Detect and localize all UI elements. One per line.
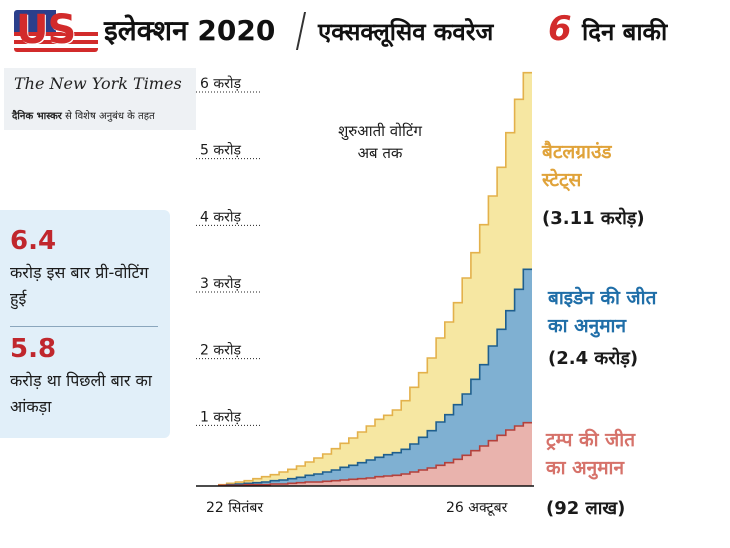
source-credit: The New York Times दैनिक भास्कर से विशेष… [4,68,196,130]
chart-areas [218,71,532,487]
area-battleground [218,72,532,486]
y-tick-label: 1 करोड़ [200,408,241,425]
us-flag-logo: US [14,7,98,53]
previous-prevote-text: करोड़ था पिछली बार का आंकड़ा [10,371,152,416]
chart-gridlines [196,91,262,426]
line-biden [218,268,532,487]
area-trump [218,422,532,486]
line-battleground [218,71,532,486]
flag-stars-icon [14,10,56,32]
legend-biden: बाइडेन की जीत का अनुमान [548,284,656,340]
exclusive-coverage-title: एक्सक्लूसिव कवरेज [318,18,494,46]
partner-line: दैनिक भास्कर से विशेष अनुबंध के तहत [12,108,155,122]
current-prevote-text: करोड़ इस बार प्री-वोटिंग हुई [10,263,149,308]
chart-y-ticks: 1 करोड़ 2 करोड़ 3 करोड़ 4 करोड़ 5 करोड़ 6 करो… [200,75,241,425]
previous-prevote-value: 5.8 [10,334,57,364]
legend-trump: ट्रम्प की जीत का अनुमान [546,426,635,482]
legend-trump-line2: का अनुमान [546,457,625,479]
y-tick-label: 5 करोड़ [200,142,241,159]
header-bar: US इलेक्शन 2020 एक्सक्लूसिव कवरेज 6 दिन … [0,0,730,62]
legend-trump-value: (92 लाख) [546,498,626,519]
y-tick-label: 2 करोड़ [200,342,241,359]
legend-battleground: बैटलग्राउंड स्टेट्स [542,138,612,194]
stats-panel: 6.4 करोड़ इस बार प्री-वोटिंग हुई 5.8 करो… [0,210,170,438]
x-end-label: 26 अक्टूबर [446,500,508,516]
stats-divider [10,326,158,327]
chart-annotation-line2: अब तक [358,144,403,162]
legend-trump-line1: ट्रम्प की जीत [546,429,636,451]
y-tick-label: 3 करोड़ [200,275,241,292]
us-logo-text: US [16,7,76,53]
y-tick-label: 6 करोड़ [200,75,241,92]
days-remaining-number: 6 [548,9,572,49]
y-tick-label: 4 करोड़ [200,208,241,225]
line-trump [218,421,532,487]
legend-biden-line1: बाइडेन की जीत [548,287,657,309]
legend-biden-line2: का अनुमान [548,315,627,337]
x-start-label: 22 सितंबर [206,499,263,516]
election-title: इलेक्शन 2020 [104,14,276,47]
partner-name: दैनिक भास्कर [12,111,62,122]
area-biden [218,269,532,486]
chart-annotation-line1: शुरुआती वोटिंग [338,122,422,141]
flag-stripes-icon [14,32,98,52]
legend-battleground-line2: स्टेट्स [542,169,582,191]
legend-biden-value: (2.4 करोड़) [548,348,639,369]
legend-battleground-value: (3.11 करोड़) [542,208,645,229]
nyt-logo: The New York Times [14,74,182,93]
legend-battleground-line1: बैटलग्राउंड [542,141,612,163]
current-prevote-value: 6.4 [10,226,57,256]
partner-note: से विशेष अनुबंध के तहत [65,111,155,122]
days-remaining-text: दिन बाकी [582,18,668,46]
